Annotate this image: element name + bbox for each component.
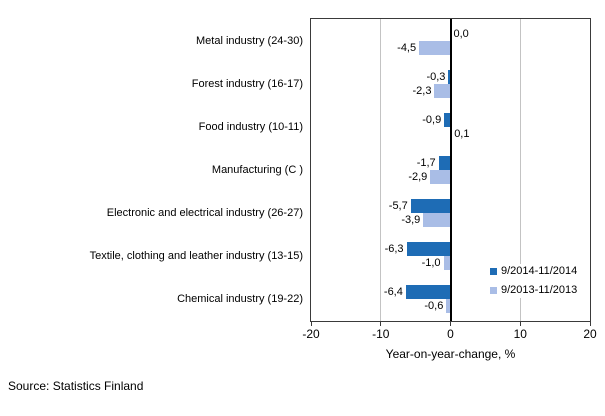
- legend-label: 9/2014-11/2014: [501, 265, 578, 277]
- bar-value-label: -3,9: [401, 214, 421, 227]
- category-labels: Metal industry (24-30) Forest industry (1…: [0, 19, 303, 321]
- x-tick-mark: [589, 322, 591, 326]
- bar-9/2013-11/2013: [446, 299, 451, 314]
- bar-value-label: -0,9: [422, 113, 442, 126]
- category-label: Forest industry (16-17): [191, 77, 303, 90]
- bar-9/2014-11/2014: [438, 156, 451, 170]
- gridline: [380, 19, 382, 321]
- bar-9/2013-11/2013: [443, 256, 451, 271]
- x-tick-mark: [450, 322, 451, 326]
- bar-value-label: -1,7: [416, 157, 436, 169]
- x-tick-label: 20: [583, 327, 597, 341]
- bar-value-label: -0,6: [424, 300, 444, 313]
- zero-axis-line: [449, 19, 452, 321]
- bar-value-label: -2,3: [412, 84, 432, 97]
- x-tick-label: 0: [447, 327, 454, 341]
- bar-9/2014-11/2014: [405, 285, 451, 300]
- bar-9/2013-11/2013: [434, 83, 451, 98]
- bar-value-label: -2,9: [408, 171, 428, 183]
- category-label: Chemical industry (19-22): [177, 293, 303, 306]
- bar-9/2014-11/2014: [448, 69, 451, 84]
- gridline: [519, 19, 521, 321]
- bar-9/2013-11/2013: [430, 170, 451, 184]
- legend-item: 9/2013-11/2013: [490, 284, 577, 297]
- x-tick-label: 10: [513, 327, 527, 341]
- bar-value-label: -1,0: [421, 257, 441, 270]
- x-axis-title: Year-on-year-change, %: [385, 347, 516, 361]
- bar-9/2014-11/2014: [406, 242, 451, 257]
- bar-value-label: 0,0: [453, 27, 469, 40]
- category-label: Metal industry (24-30): [196, 34, 303, 47]
- plot-area: 0,0 -4,5 -0,3 -2,3 -0,9 0,1 -1,7 -2,9 -5,7 -3,9 -6…: [310, 18, 591, 322]
- bar-9/2014-11/2014: [410, 199, 451, 214]
- legend-swatch: [490, 287, 497, 294]
- legend-swatch: [490, 268, 497, 275]
- x-tick-label: -20: [302, 327, 320, 341]
- x-tick-label: -10: [372, 327, 390, 341]
- bar-9/2013-11/2013: [423, 213, 451, 228]
- category-label: Electronic and electrical industry (26-2…: [106, 207, 303, 220]
- bar-value-label: -0,3: [426, 70, 446, 83]
- bar-value-label: -6,4: [383, 286, 403, 299]
- bar-9/2013-11/2013: [419, 40, 451, 55]
- bar-value-label: -6,3: [384, 243, 404, 256]
- legend: 9/2014-11/2014 9/2013-11/2013: [487, 264, 581, 298]
- x-tick-mark: [380, 322, 382, 326]
- bar-value-label: 0,1: [454, 127, 470, 140]
- x-tick-mark: [310, 322, 312, 326]
- legend-item: 9/2014-11/2014: [490, 265, 577, 278]
- bar-9/2014-11/2014: [444, 112, 451, 127]
- x-tick-mark: [519, 322, 521, 326]
- category-label: Food industry (10-11): [198, 120, 303, 133]
- bar-value-label: -4,5: [397, 41, 417, 54]
- category-label: Manufacturing (C ): [211, 164, 303, 176]
- category-label: Textile, clothing and leather industry (…: [89, 250, 303, 263]
- bar-value-label: -5,7: [388, 200, 408, 213]
- source-text: Source: Statistics Finland: [8, 379, 144, 393]
- legend-label: 9/2013-11/2013: [501, 284, 578, 296]
